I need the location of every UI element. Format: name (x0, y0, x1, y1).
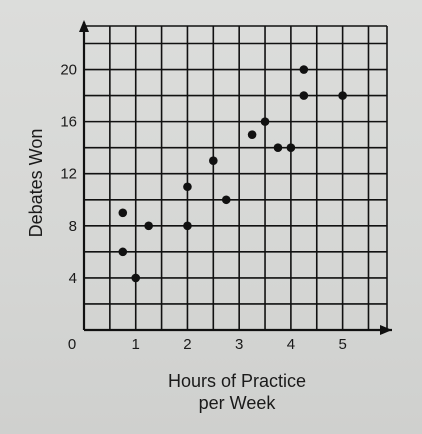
data-point (273, 143, 283, 152)
data-point (299, 91, 309, 100)
data-point (131, 273, 141, 283)
y-tick-label: 12 (60, 166, 77, 183)
x-tick-label: 2 (183, 336, 191, 353)
y-tick-label: 4 (69, 270, 77, 287)
data-point (144, 221, 153, 231)
y-tick-label: 16 (60, 114, 77, 131)
data-point (286, 143, 296, 152)
x-tick-label: 3 (235, 336, 243, 353)
data-point (209, 156, 218, 165)
data-point (183, 221, 192, 231)
x-tick-label: 1 (132, 336, 140, 353)
data-points (118, 65, 347, 283)
x-tick-label: 5 (338, 336, 346, 353)
data-point (338, 91, 347, 100)
axes (79, 20, 392, 335)
grid (83, 25, 388, 331)
data-point (118, 208, 128, 218)
x-axis-arrow (380, 325, 392, 335)
data-point (299, 65, 309, 74)
x-axis-title-line-1: Hours of Practice (168, 371, 306, 391)
y-axis-title: Debates Won (26, 129, 46, 238)
x-tick-label: 0 (68, 336, 76, 353)
data-point (221, 195, 231, 205)
x-tick-label: 4 (287, 336, 295, 353)
data-point (260, 117, 270, 126)
y-tick-label: 20 (60, 62, 77, 79)
data-point (118, 247, 128, 257)
axis-titles: Hours of Practice per Week Debates Won (26, 129, 306, 413)
y-axis-arrow (79, 20, 89, 32)
data-point (247, 130, 257, 139)
x-axis-title-line-2: per Week (199, 393, 277, 413)
y-tick-label: 8 (69, 218, 77, 235)
data-point (183, 182, 192, 192)
